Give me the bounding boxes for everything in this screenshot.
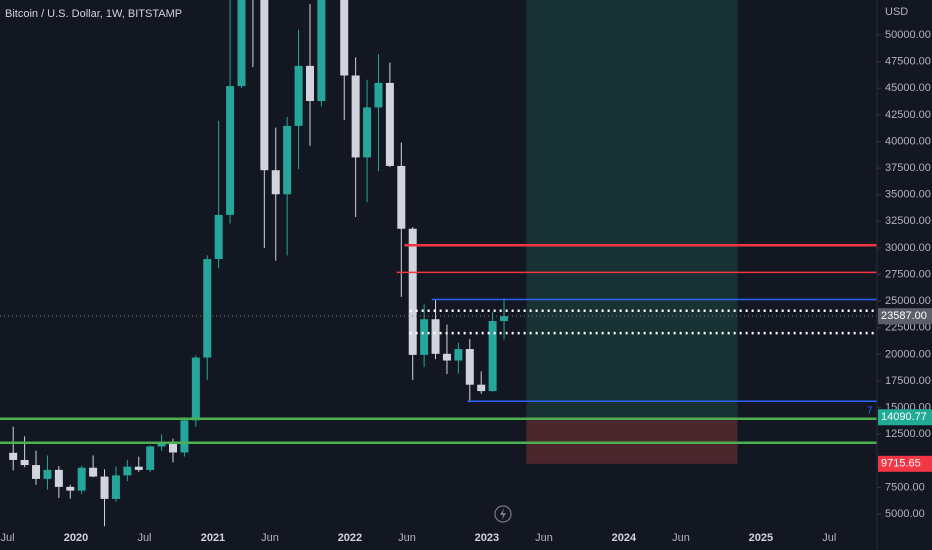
alert-count: 7: [867, 406, 873, 417]
x-tick-label: Jun: [535, 532, 553, 544]
price-label-box: [878, 308, 932, 325]
y-tick-label: 42500.00: [885, 109, 931, 121]
y-tick-label: 5000.00: [885, 508, 925, 520]
x-tick-label: Jul: [0, 532, 14, 544]
candle-body: [340, 0, 349, 76]
x-tick-label: Jun: [672, 532, 690, 544]
price-label: 9715.65: [881, 458, 921, 470]
candle-body: [351, 75, 360, 158]
y-tick-label: 20000.00: [885, 348, 931, 360]
candle-body: [32, 465, 41, 479]
x-tick-label: Jun: [398, 532, 416, 544]
price-label-box: [878, 409, 932, 426]
candle-body: [43, 469, 52, 479]
candle-body: [226, 86, 235, 215]
candle-body: [180, 420, 189, 453]
zone: [526, 0, 738, 418]
candle-body: [317, 0, 326, 102]
y-tick-label: 22500.00: [885, 322, 931, 334]
y-tick-label: 30000.00: [885, 242, 931, 254]
replay-icon[interactable]: [494, 505, 512, 523]
y-tick-label: 37500.00: [885, 162, 931, 174]
candle-body: [488, 321, 497, 392]
candle-body: [66, 486, 75, 491]
x-tick-label: 2024: [612, 532, 637, 544]
candle-body: [9, 452, 18, 460]
candle-body: [408, 228, 417, 355]
candle-body: [77, 467, 86, 491]
y-tick-label: 45000.00: [885, 82, 931, 94]
y-tick-label: 32500.00: [885, 215, 931, 227]
x-tick-label: 2025: [749, 532, 773, 544]
candle-body: [214, 214, 223, 260]
y-tick-label: 47500.00: [885, 56, 931, 68]
candle-body: [305, 65, 314, 102]
candle-body: [363, 107, 372, 158]
candle-body: [146, 446, 155, 470]
x-tick-label: 2023: [475, 532, 499, 544]
candle-body: [283, 125, 292, 195]
candle-body: [111, 475, 120, 499]
candle-body: [191, 357, 200, 421]
y-tick-label: 50000.00: [885, 29, 931, 41]
candle-body: [89, 467, 98, 477]
y-tick-label: 25000.00: [885, 295, 931, 307]
x-tick-label: 2020: [64, 532, 88, 544]
candle-body: [385, 82, 394, 166]
candle-body: [123, 466, 132, 476]
candle-body: [20, 459, 29, 466]
price-label: 23587.00: [881, 310, 927, 322]
candle-body: [237, 0, 246, 87]
y-tick-label: 40000.00: [885, 135, 931, 147]
candle-body: [500, 316, 509, 322]
y-tick-label: 27500.00: [885, 268, 931, 280]
candle-body: [431, 319, 440, 354]
chart-title: Bitcoin / U.S. Dollar, 1W, BITSTAMP: [5, 8, 182, 20]
x-tick-label: Jul: [822, 532, 836, 544]
candle-body: [442, 353, 451, 361]
candle-body: [374, 82, 383, 108]
candle-body: [100, 476, 109, 499]
candle-body: [454, 349, 463, 361]
x-tick-label: Jul: [137, 532, 151, 544]
candle-body: [260, 0, 269, 171]
candle-body: [397, 165, 406, 229]
candle-body: [157, 443, 166, 447]
candle-body: [420, 319, 429, 355]
candle-body: [203, 259, 212, 358]
candle-body: [169, 443, 178, 453]
y-tick-label: 17500.00: [885, 375, 931, 387]
candle-body: [134, 466, 143, 470]
candle-body: [271, 170, 280, 195]
x-tick-label: 2021: [201, 532, 225, 544]
currency-label: USD: [885, 6, 908, 18]
x-tick-label: 2022: [338, 532, 362, 544]
price-label: 14090.77: [881, 411, 927, 423]
price-label-box: [878, 455, 932, 472]
x-tick-label: Jun: [261, 532, 279, 544]
candle-body: [294, 65, 303, 126]
plot-area: [0, 0, 877, 527]
candle-body: [465, 349, 474, 385]
y-tick-label: 12500.00: [885, 428, 931, 440]
y-tick-label: 35000.00: [885, 189, 931, 201]
y-tick-label: 7500.00: [885, 481, 925, 493]
candle-body: [477, 384, 486, 392]
zone: [526, 417, 738, 464]
candle-body: [54, 469, 63, 487]
